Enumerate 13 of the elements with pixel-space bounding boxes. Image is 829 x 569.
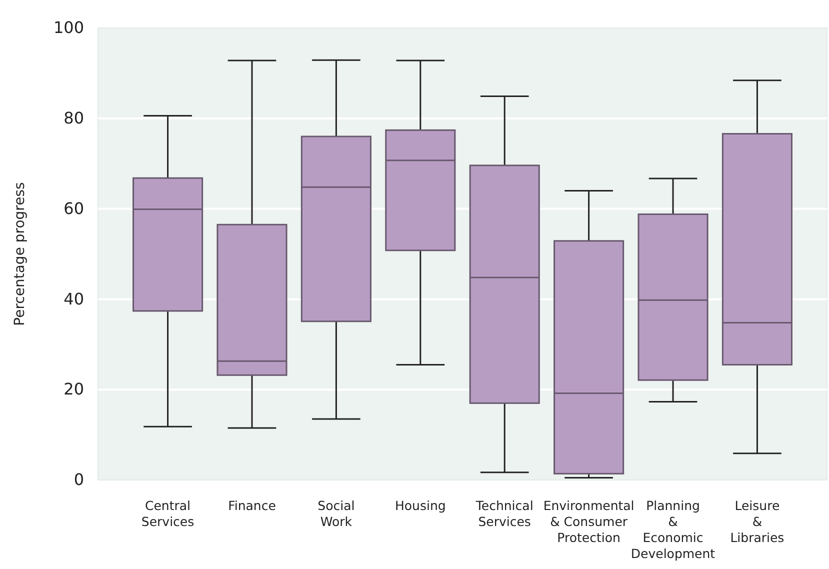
y-tick-label: 40	[64, 289, 84, 308]
y-tick-label: 100	[53, 18, 84, 38]
y-axis-title: Percentage progress	[12, 182, 28, 326]
x-tick-label: Finance	[228, 498, 276, 513]
y-tick-label: 80	[64, 108, 84, 128]
y-tick-label: 60	[64, 198, 84, 218]
x-tick-label: Social Work	[318, 498, 355, 529]
x-tick-label: Leisure & Libraries	[730, 498, 784, 545]
x-tick-label: Technical Services	[474, 498, 534, 529]
y-tick-label: 20	[64, 380, 84, 399]
y-tick-label: 0	[74, 470, 84, 490]
x-tick-label: Housing	[394, 498, 446, 513]
x-tick-label: Central Services	[141, 498, 194, 529]
